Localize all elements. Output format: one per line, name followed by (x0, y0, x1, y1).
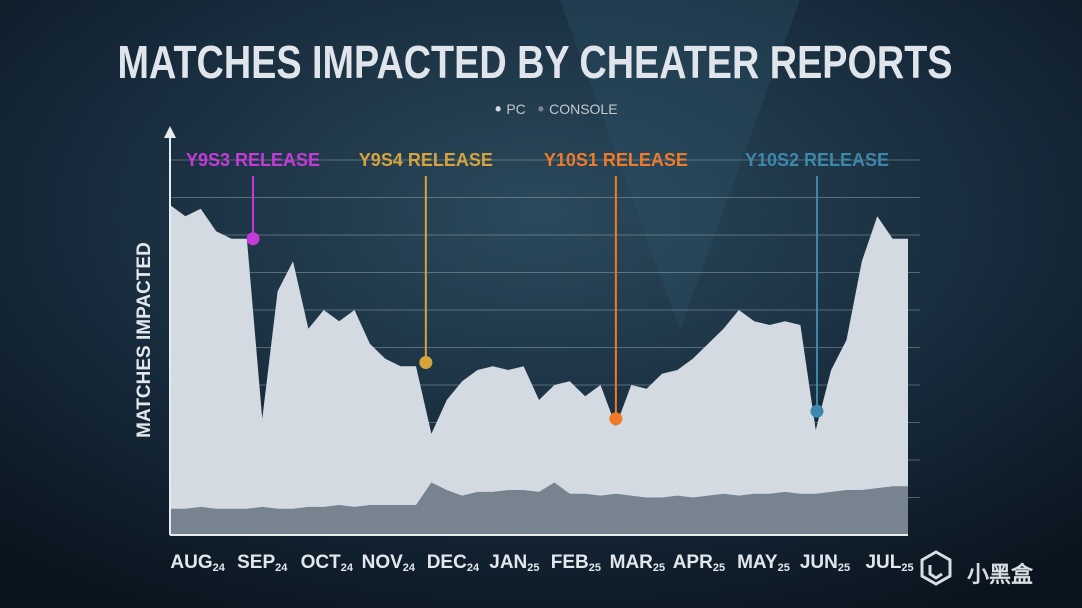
year: 24 (467, 562, 480, 574)
month: NOV (362, 552, 404, 573)
x-tick-label: JAN25 (489, 552, 539, 574)
annotation-label: Y10S2 RELEASE (745, 150, 889, 170)
month: JUL (865, 552, 901, 573)
year: 25 (713, 562, 725, 574)
month: JUN (800, 552, 838, 573)
annotation-marker (609, 412, 623, 426)
year: 24 (341, 562, 354, 574)
area-1 (170, 482, 908, 535)
x-tick-label: MAR25 (610, 552, 666, 574)
month: MAY (737, 552, 778, 573)
month: MAR (610, 552, 654, 573)
year: 25 (527, 562, 539, 574)
year: 24 (275, 562, 288, 574)
annotation-marker (419, 356, 433, 369)
y-axis-label: MATCHES IMPACTED (134, 242, 155, 438)
month: JAN (489, 552, 527, 573)
legend-label: CONSOLE (549, 101, 617, 117)
year: 25 (901, 562, 913, 574)
month: OCT (301, 552, 342, 573)
legend-marker: • (495, 99, 501, 119)
x-tick-label: NOV24 (362, 552, 416, 574)
annotation-marker (810, 404, 824, 418)
x-tick-label: OCT24 (301, 552, 354, 574)
x-tick-label: JUL25 (865, 552, 913, 574)
month: SEP (237, 552, 275, 573)
year: 25 (589, 562, 601, 574)
legend: • PC • CONSOLE (495, 99, 618, 119)
watermark-logo (920, 550, 952, 586)
x-tick-label: DEC24 (427, 552, 480, 574)
year: 25 (653, 562, 665, 574)
backdrop-shape (560, 0, 800, 330)
legend-label: PC (506, 101, 525, 117)
year: 25 (838, 562, 850, 574)
y-axis-arrow (164, 126, 176, 138)
x-tick-label: MAY25 (737, 552, 790, 574)
area-0 (170, 205, 908, 535)
month: AUG (170, 552, 212, 573)
x-tick-label: SEP24 (237, 552, 288, 574)
x-tick-label: AUG24 (170, 552, 225, 574)
annotation-marker (246, 232, 260, 246)
x-tick-label: JUN25 (800, 552, 850, 574)
annotation-label: Y9S3 RELEASE (186, 150, 320, 170)
year: 24 (213, 562, 226, 574)
month: APR (673, 552, 713, 573)
chart-title: MATCHES IMPACTED BY CHEATER REPORTS (118, 36, 953, 88)
watermark: 小黑盒 (967, 562, 1034, 587)
annotation-label: Y10S1 RELEASE (544, 150, 688, 170)
plot-area: AUG24 SEP24 OCT24 NOV24 DEC24 JAN25 FEB25 MAR25… (164, 126, 920, 574)
annotation-label: Y9S4 RELEASE (359, 150, 493, 170)
month: FEB (551, 552, 589, 573)
x-tick-label: FEB25 (551, 552, 601, 574)
year: 25 (778, 562, 790, 574)
year: 24 (403, 562, 416, 574)
x-tick-label: APR25 (673, 552, 725, 574)
legend-marker: • (538, 99, 544, 119)
month: DEC (427, 552, 467, 573)
